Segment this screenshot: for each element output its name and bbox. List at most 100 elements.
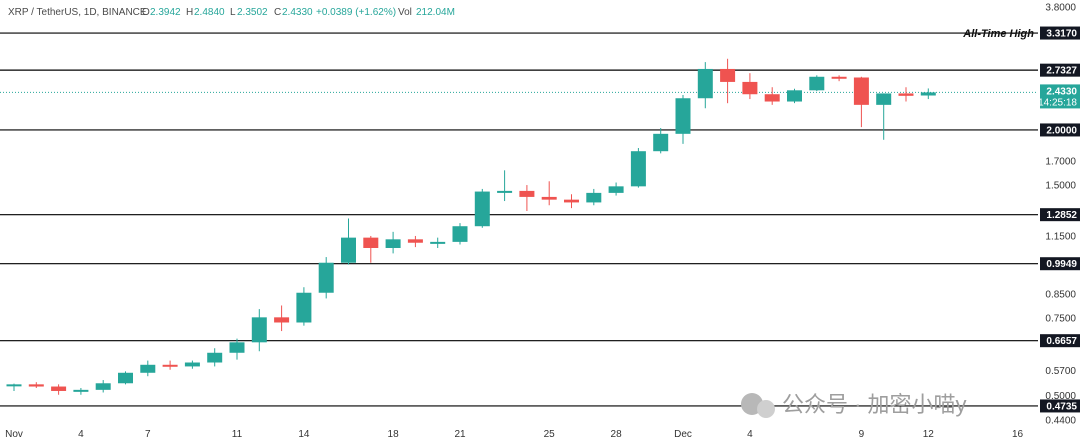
- level-label: 0.9949: [1046, 259, 1077, 270]
- candle-body: [876, 93, 892, 105]
- candle-body: [452, 226, 468, 242]
- candle-body: [920, 92, 936, 96]
- candle-body: [363, 237, 379, 248]
- chart-header: XRP / TetherUS, 1D, BINANCE O 2.3942 H 2…: [8, 7, 455, 18]
- candle: [541, 181, 557, 206]
- candle: [831, 75, 847, 82]
- x-tick-label: 21: [454, 429, 466, 440]
- candle: [407, 235, 423, 248]
- candle-body: [586, 192, 602, 203]
- candle-body: [787, 90, 802, 102]
- x-tick-label: Nov: [5, 429, 23, 440]
- ohlc-open-value: 2.3942: [150, 7, 181, 18]
- candle-body: [274, 317, 290, 323]
- last-price-countdown: 14:25:18: [1038, 97, 1077, 108]
- candle: [229, 338, 245, 360]
- candle: [274, 305, 290, 332]
- candle-body: [898, 93, 914, 96]
- candle: [296, 287, 312, 326]
- level-lines: 3.3170 All-Time High 2.7327 2.0000 1.2852 0.9…: [0, 26, 1080, 413]
- y-tick-label: 1.1500: [1045, 231, 1076, 242]
- candle-body: [809, 76, 825, 91]
- candle-body: [6, 384, 22, 387]
- ohlc-close-value: 2.4330: [282, 7, 313, 18]
- level-label-bg: [1040, 63, 1080, 77]
- x-tick-label: 25: [544, 429, 556, 440]
- candle-body: [229, 342, 245, 353]
- ohlc-change-value: +0.0389 (+1.62%): [316, 7, 396, 18]
- candle: [630, 148, 646, 188]
- candle: [251, 309, 267, 352]
- candles: [6, 58, 936, 395]
- x-axis: Nov 4 7 11 14 18 21 25 28 Dec 4 9 12 16: [5, 429, 1023, 440]
- x-tick-label: 12: [923, 429, 935, 440]
- candle-body: [251, 317, 267, 343]
- candle: [452, 223, 468, 245]
- watermark-text: 公众号 · 加密小喵y: [782, 392, 967, 417]
- candle: [497, 170, 513, 202]
- candle: [920, 88, 936, 100]
- candle-body: [630, 151, 646, 187]
- candle: [363, 235, 379, 263]
- candle: [697, 62, 713, 109]
- watermark: 公众号 · 加密小喵y: [741, 392, 967, 418]
- candle: [876, 93, 892, 140]
- candle: [28, 382, 44, 388]
- y-tick-label: 3.8000: [1045, 3, 1076, 14]
- ohlc-close-label: C: [274, 7, 281, 18]
- last-price-label: 2.4330: [1046, 86, 1077, 97]
- level-label: 2.7327: [1046, 66, 1077, 77]
- candle-body: [341, 237, 356, 263]
- candle-body: [184, 362, 200, 367]
- candle-body: [73, 389, 89, 392]
- level-label: 1.2852: [1046, 210, 1077, 221]
- candle: [853, 76, 869, 128]
- candle: [764, 87, 780, 105]
- y-tick-label: 0.5000: [1045, 391, 1076, 402]
- y-tick-label: 1.7000: [1045, 157, 1076, 168]
- symbol-title: XRP / TetherUS, 1D, BINANCE: [8, 7, 147, 18]
- candle: [586, 188, 602, 206]
- candle-body: [430, 241, 446, 244]
- candle: [720, 58, 736, 104]
- volume-label: Vol: [398, 7, 412, 18]
- candle-body: [28, 384, 44, 387]
- volume-value: 212.04M: [416, 7, 455, 18]
- x-tick-label: 18: [388, 429, 400, 440]
- x-tick-label: 4: [78, 429, 84, 440]
- candle: [73, 387, 89, 395]
- candle: [809, 75, 825, 92]
- candle: [474, 188, 490, 228]
- candle-body: [407, 239, 423, 243]
- last-price-label-bg: [1040, 84, 1080, 109]
- x-tick-label: 14: [298, 429, 310, 440]
- candle-body: [675, 98, 691, 134]
- candle: [51, 384, 67, 395]
- candle-body: [764, 94, 780, 102]
- candle-body: [474, 191, 490, 227]
- candle-body: [653, 133, 669, 152]
- level-label: 2.0000: [1046, 125, 1077, 136]
- x-tick-label: 4: [747, 429, 753, 440]
- x-tick-label: 28: [611, 429, 623, 440]
- candle-body: [564, 199, 579, 203]
- candle: [207, 348, 223, 367]
- x-tick-label: 16: [1012, 429, 1024, 440]
- y-tick-label: 0.5700: [1045, 366, 1076, 377]
- y-tick-label: 1.5000: [1045, 181, 1076, 192]
- level-label: 3.3170: [1046, 29, 1077, 40]
- candle-body: [162, 364, 178, 367]
- candle: [140, 360, 156, 377]
- candle-body: [318, 262, 334, 293]
- candle: [787, 88, 802, 104]
- candle: [430, 237, 446, 248]
- y-tick-label: 0.8500: [1045, 289, 1076, 300]
- wechat-icon-bubble: [757, 400, 775, 418]
- candle: [162, 360, 178, 370]
- ohlc-open-label: O: [142, 7, 150, 18]
- candle-body: [853, 77, 869, 105]
- candle: [184, 360, 200, 369]
- candle-body: [51, 386, 67, 391]
